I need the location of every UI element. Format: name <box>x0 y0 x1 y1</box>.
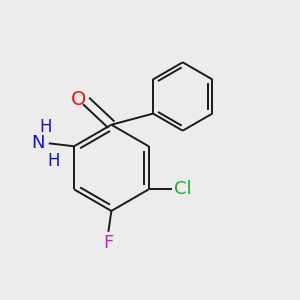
Text: H: H <box>47 152 60 170</box>
Text: O: O <box>71 90 86 109</box>
Text: N: N <box>31 134 44 152</box>
Text: F: F <box>103 234 113 252</box>
Text: Cl: Cl <box>174 180 192 198</box>
Text: H: H <box>40 118 52 136</box>
